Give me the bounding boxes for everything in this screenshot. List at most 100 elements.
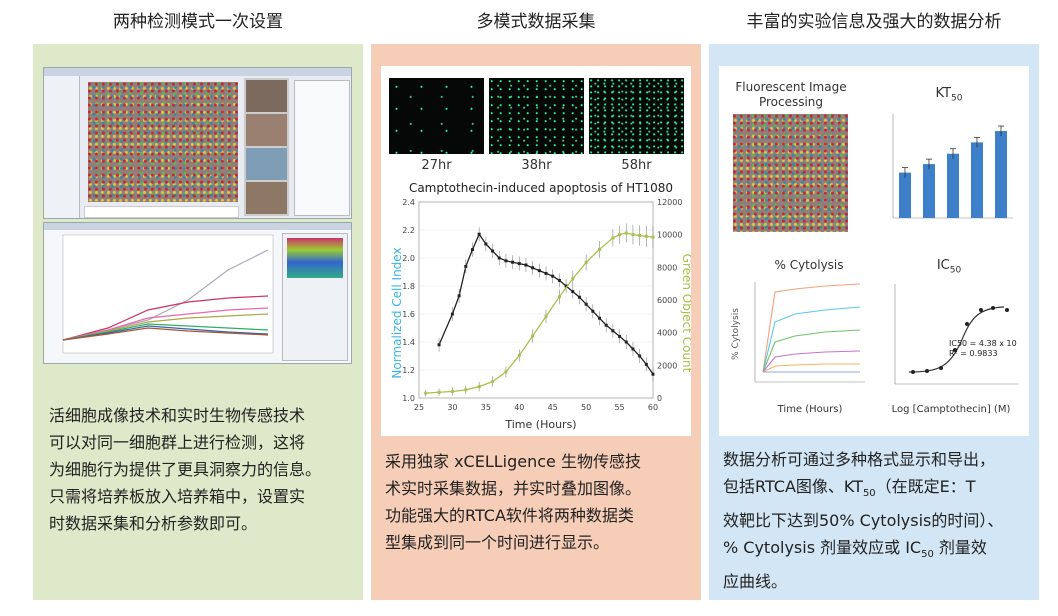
- column-1-title: 两种检测模式一次设置: [113, 12, 283, 32]
- panel-dual-mode-setup: 活细胞成像技术和实时生物传感技术 可以对同一细胞群上进行检测，这将 为细胞行为提…: [33, 44, 363, 600]
- x-tick-label: 60: [648, 403, 658, 412]
- y2-tick-label: 0: [657, 394, 662, 403]
- ic50-title: IC50: [936, 258, 962, 276]
- data-point: [537, 269, 541, 273]
- data-point: [524, 263, 528, 267]
- column-2-title: 多模式数据采集: [476, 12, 596, 32]
- data-point: [644, 362, 648, 366]
- data-point: [477, 232, 481, 236]
- cell-index-curves-thumbnail: [62, 234, 274, 354]
- analysis-figure: Fluorescent Image Processing KT50 % Cyto…: [719, 66, 1029, 436]
- data-point: [624, 231, 628, 235]
- ic50-chart: IC50 = 4.38 x 10 R² = 0.9833 Log [Campto…: [892, 284, 1019, 415]
- fluorescence-image-27hr: [389, 78, 484, 154]
- data-point: [450, 389, 454, 393]
- data-point: [584, 260, 588, 264]
- data-point: [584, 302, 588, 306]
- data-point: [551, 274, 555, 278]
- x-tick-label: 55: [614, 403, 624, 412]
- data-point: [651, 372, 655, 376]
- fluorescence-image-38hr: [489, 78, 584, 154]
- data-point: [604, 323, 608, 327]
- data-point: [564, 284, 568, 288]
- apoptosis-chart: Camptothecin-induced apoptosis of HT1080…: [390, 181, 691, 431]
- y2-tick-label: 12000: [657, 198, 682, 207]
- data-point: [557, 278, 561, 282]
- panel-1-description: 活细胞成像技术和实时生物传感技术 可以对同一细胞群上进行检测，这将 为细胞行为提…: [49, 406, 322, 533]
- data-point: [618, 334, 622, 338]
- data-point: [644, 234, 648, 238]
- image-label-27hr: 27hr: [421, 158, 452, 173]
- x-tick-label: 30: [447, 403, 457, 412]
- panel-2-description: 采用独家 xCELLigence 生物传感技 术实时采集数据，并实时叠加图像。 …: [385, 452, 642, 552]
- y-tick-label: 2.4: [402, 198, 415, 207]
- image-label-58hr: 58hr: [621, 158, 652, 173]
- data-point: [437, 343, 441, 347]
- data-point: [611, 329, 615, 333]
- data-point: [517, 262, 521, 266]
- cytolysis-ylabel: % Cytolysis: [731, 308, 741, 360]
- kt-bar: [899, 172, 911, 218]
- panel-3-description: 数据分析可通过多种格式显示和导出， 包括RTCA图像、KT50（在既定E：T 效…: [723, 450, 1004, 592]
- y-tick-label: 2.0: [402, 254, 415, 263]
- cytolysis-title: % Cytolysis: [774, 258, 844, 272]
- kt50-bar-chart: [892, 114, 1013, 219]
- data-point: [491, 380, 495, 384]
- chart-title: Camptothecin-induced apoptosis of HT1080: [409, 181, 673, 195]
- data-point: [577, 295, 581, 299]
- data-point: [504, 259, 508, 263]
- data-point: [618, 233, 622, 237]
- data-point: [470, 248, 474, 252]
- cytolysis-xlabel: Time (Hours): [777, 404, 843, 415]
- y2-tick-label: 2000: [657, 361, 677, 370]
- data-point: [497, 256, 501, 260]
- data-point: [631, 347, 635, 351]
- kt-bar: [947, 153, 959, 218]
- kt-bar: [971, 142, 983, 218]
- data-point: [591, 309, 595, 313]
- y-tick-label: 1.8: [402, 282, 415, 291]
- data-point: [484, 242, 488, 246]
- data-point: [517, 354, 521, 358]
- data-point: [477, 385, 481, 389]
- data-point: [504, 370, 508, 374]
- data-point: [631, 233, 635, 237]
- y2-tick-label: 6000: [657, 296, 677, 305]
- data-point: [638, 354, 642, 358]
- data-point: [571, 290, 575, 294]
- data-point: [464, 264, 468, 268]
- plot-frame: [418, 201, 654, 399]
- y-tick-label: 1.4: [402, 338, 415, 347]
- y-tick-label: 2.2: [402, 226, 415, 235]
- fluorescence-image-58hr: [589, 78, 684, 154]
- column-3-title: 丰富的实验信息及强大的数据分析: [746, 12, 1002, 32]
- y2-tick-label: 8000: [657, 263, 677, 272]
- software-screenshot-curves: [43, 222, 352, 364]
- fluor-title: Fluorescent Image Processing: [735, 80, 847, 109]
- data-point: [571, 277, 575, 281]
- software-screenshot-imaging: [43, 67, 352, 219]
- panel-multimode-acquisition: 27hr 38hr 58hr Camptothecin-induced apop…: [371, 44, 701, 600]
- x-tick-label: 45: [548, 403, 558, 412]
- ic50-annotation-1: IC50 = 4.38 x 10: [949, 339, 1017, 348]
- y2-tick-label: 4000: [657, 329, 677, 338]
- chart-xlabel: Time (Hours): [504, 418, 576, 431]
- chart-y2label: Green Object Count: [680, 254, 691, 373]
- image-label-38hr: 38hr: [521, 158, 552, 173]
- chart-ylabel: Normalized Cell Index: [390, 247, 404, 378]
- kt-bar: [995, 131, 1007, 218]
- data-point: [638, 233, 642, 237]
- ic50-annotation-2: R² = 0.9833: [949, 349, 998, 358]
- series-line-0: [438, 232, 654, 375]
- y-tick-label: 1.2: [402, 366, 415, 375]
- data-point: [531, 266, 535, 270]
- data-point: [598, 247, 602, 251]
- y-tick-label: 1.0: [402, 394, 415, 403]
- kt50-title: KT50: [935, 86, 963, 104]
- acquisition-figure: 27hr 38hr 58hr Camptothecin-induced apop…: [381, 66, 691, 436]
- kt-bar: [923, 164, 935, 218]
- data-point: [598, 316, 602, 320]
- x-tick-label: 40: [514, 403, 524, 412]
- data-point: [544, 271, 548, 275]
- data-point: [424, 391, 428, 395]
